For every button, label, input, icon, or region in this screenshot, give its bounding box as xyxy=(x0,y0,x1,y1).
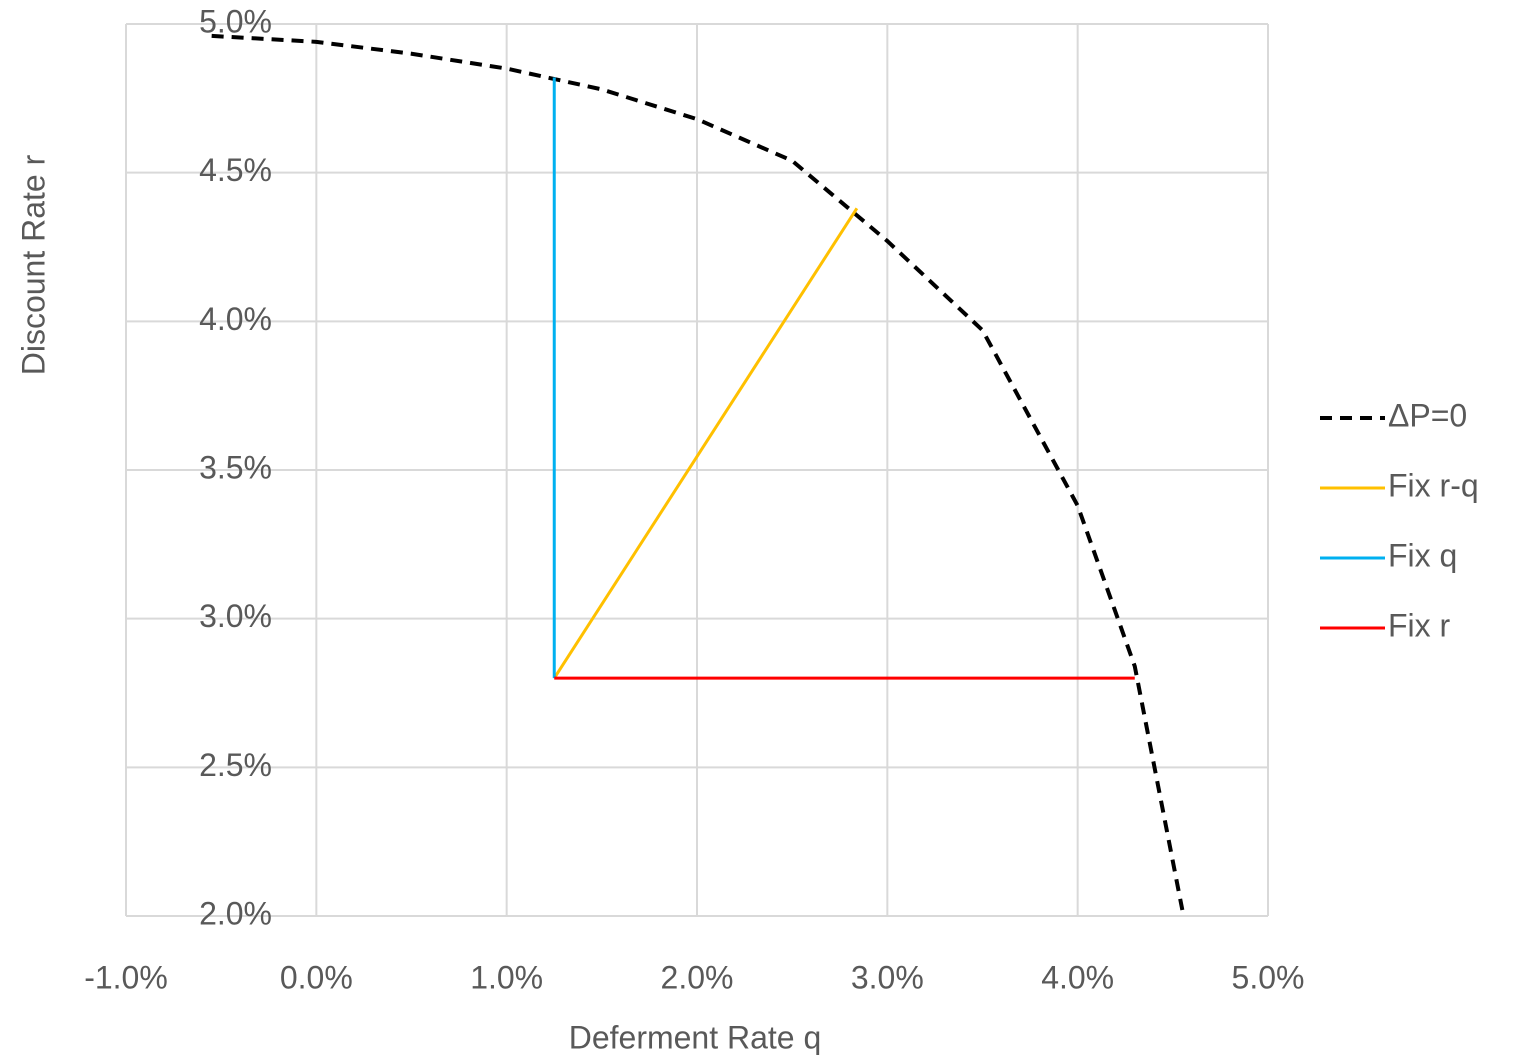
legend-label: Fix r-q xyxy=(1388,467,1479,503)
x-tick-label: 4.0% xyxy=(1041,959,1114,995)
y-tick-label: 2.0% xyxy=(199,895,272,931)
legend-label: Fix q xyxy=(1388,537,1457,573)
y-tick-label: 3.0% xyxy=(199,598,272,634)
x-tick-label: -1.0% xyxy=(84,959,168,995)
legend-label: Fix r xyxy=(1388,607,1451,643)
x-tick-label: 0.0% xyxy=(280,959,353,995)
series-line xyxy=(554,208,857,678)
y-tick-label: 3.5% xyxy=(199,449,272,485)
y-tick-label: 2.5% xyxy=(199,747,272,783)
y-tick-label: 5.0% xyxy=(199,3,272,39)
x-tick-label: 2.0% xyxy=(661,959,734,995)
y-axis-title: Discount Rate r xyxy=(15,154,51,375)
legend-label: ΔP=0 xyxy=(1388,397,1467,433)
x-tick-label: 5.0% xyxy=(1232,959,1305,995)
y-tick-label: 4.0% xyxy=(199,301,272,337)
y-tick-label: 4.5% xyxy=(199,152,272,188)
x-axis-title: Deferment Rate q xyxy=(569,1019,822,1055)
x-tick-label: 1.0% xyxy=(470,959,543,995)
chart: Deferment Rate q Discount Rate r 2.0% 2.5… xyxy=(0,0,1514,1063)
x-tick-label: 3.0% xyxy=(851,959,924,995)
